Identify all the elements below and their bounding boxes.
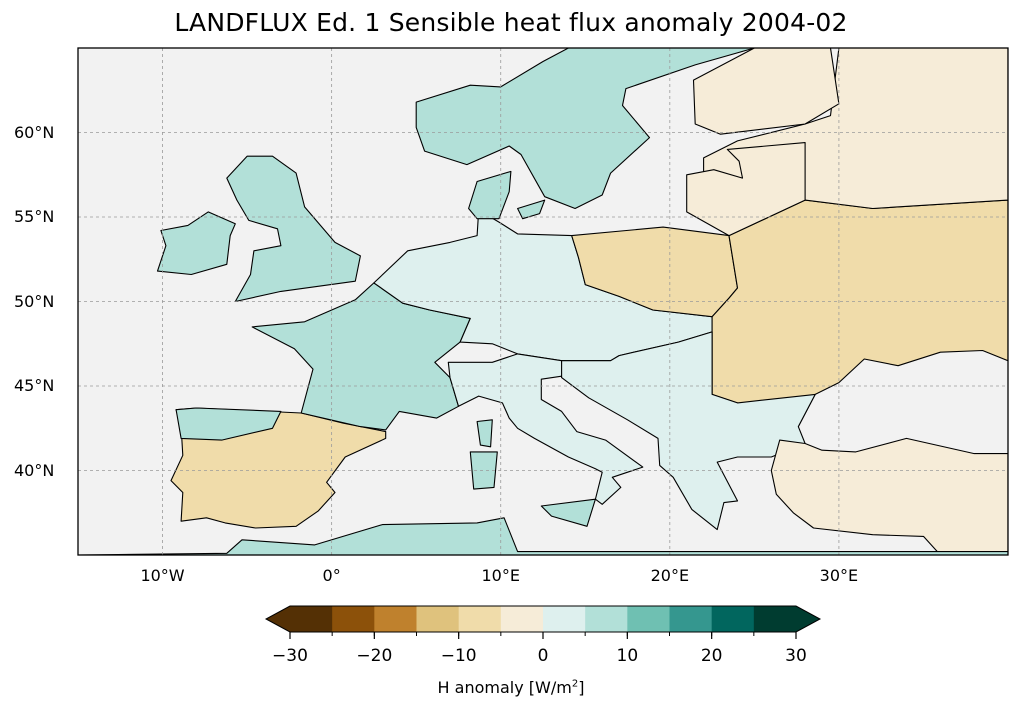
- y-tick-label: 55°N: [14, 207, 55, 226]
- region-sicily: [540, 498, 596, 527]
- colorbar-tick-label: −20: [356, 646, 393, 666]
- colorbar-label: H anomaly [W/m2]: [0, 678, 1022, 697]
- colorbar-label-text: H anomaly [W/m: [437, 678, 572, 697]
- gridlines: [78, 48, 1008, 555]
- colorbar-tick-label: 0: [537, 646, 549, 666]
- region-italy: [447, 353, 644, 505]
- colorbar-bin: [585, 606, 628, 632]
- land-regions: [78, 48, 1008, 555]
- colorbar-extend-high: [796, 606, 820, 632]
- colorbar: [264, 605, 822, 639]
- region-baltics: [686, 142, 806, 237]
- colorbar-bin: [711, 606, 755, 632]
- x-tick-label: 20°E: [650, 566, 690, 585]
- x-tick-label: 30°E: [819, 566, 859, 585]
- map-frame: [77, 47, 1009, 556]
- region-turkey: [770, 437, 1008, 555]
- colorbar-tick-label: −30: [272, 646, 308, 666]
- colorbar-tick-label: 10: [616, 646, 639, 666]
- colorbar-label-close: ]: [578, 678, 585, 697]
- colorbar-tick-label: 30: [785, 646, 807, 666]
- colorbar-tick-label: −10: [440, 646, 477, 666]
- region-iberia-north: [175, 407, 282, 441]
- y-tick-label: 60°N: [14, 122, 55, 142]
- x-tick-label: 10°E: [481, 566, 520, 585]
- colorbar-bin: [458, 606, 502, 632]
- region-zealand: [517, 199, 546, 220]
- colorbar-bin: [669, 606, 713, 632]
- colorbar-bin: [374, 606, 418, 632]
- region-balkans: [561, 331, 816, 531]
- region-corsica: [476, 419, 493, 448]
- colorbar-tick-label: 20: [700, 646, 723, 666]
- colorbar-bin: [500, 606, 544, 632]
- region-eastern-europe: [711, 199, 1008, 428]
- y-tick-label: 40°N: [14, 460, 55, 480]
- colorbar-label-sup: 2: [571, 678, 579, 690]
- colorbar-bin: [753, 606, 797, 632]
- colorbar-bin: [627, 606, 671, 632]
- y-tick-label: 45°N: [14, 376, 55, 395]
- x-tick-label: 0°: [322, 566, 341, 585]
- colorbar-bin: [332, 606, 375, 632]
- colorbar-extend-low: [266, 606, 290, 632]
- y-tick-label: 50°N: [14, 291, 55, 311]
- region-uk: [226, 155, 361, 303]
- region-sardinia: [469, 451, 498, 490]
- region-north-africa: [78, 517, 1008, 555]
- colorbar-bin: [543, 606, 586, 632]
- colorbar-bin: [290, 606, 333, 632]
- region-denmark: [468, 170, 512, 220]
- region-scandinavia: [415, 48, 755, 210]
- colorbar-bin: [416, 606, 460, 632]
- region-ireland: [156, 211, 236, 276]
- map-title: LANDFLUX Ed. 1 Sensible heat flux anomal…: [174, 8, 848, 37]
- x-tick-label: 10°W: [140, 566, 185, 585]
